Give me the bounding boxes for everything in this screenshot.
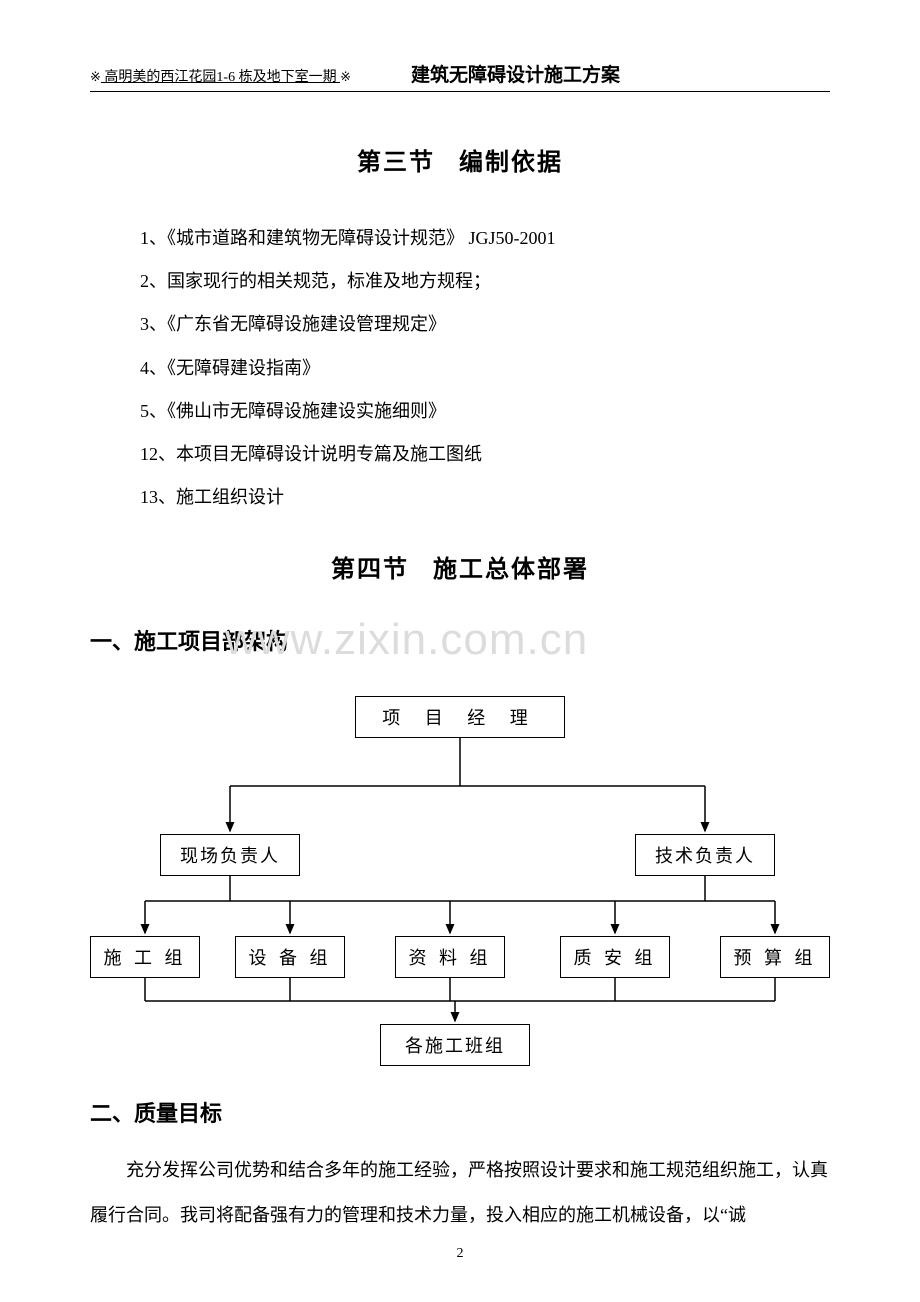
section3-title-p2: 编制依据 [459,149,563,176]
deco-right: ※ [340,69,351,84]
node-g2: 设 备 组 [235,936,345,978]
list-item: 5、《佛山市无障碍设施建设实施细则》 [140,390,830,433]
section4-title: 第四节施工总体部署 [90,549,830,584]
project-name: 高明美的西江花园1-6 栋及地下室一期 [101,70,340,85]
doc-title: 建筑无障碍设计施工方案 [411,60,620,87]
node-root: 项 目 经 理 [355,696,565,738]
list-item: 1、《城市道路和建筑物无障碍设计规范》 JGJ50-2001 [140,217,830,260]
page-header: ※ 高明美的西江花园1-6 栋及地下室一期 ※ 建筑无障碍设计施工方案 [90,60,830,92]
node-left: 现场负责人 [160,834,300,876]
node-g3: 资 料 组 [395,936,505,978]
list-item: 4、《无障碍建设指南》 [140,347,830,390]
node-g1: 施 工 组 [90,936,200,978]
node-bottom: 各施工班组 [380,1024,530,1066]
org-chart: 项 目 经 理 现场负责人 技术负责人 施 工 组 设 备 组 资 料 组 质 … [90,676,850,1066]
section3-title: 第三节编制依据 [90,142,830,177]
list-item: 13、施工组织设计 [140,476,830,519]
header-project: ※ 高明美的西江花园1-6 栋及地下室一期 ※ [90,66,351,86]
node-g4: 质 安 组 [560,936,670,978]
body-paragraph: 充分发挥公司优势和结合多年的施工经验，严格按照设计要求和施工规范组织施工，认真履… [90,1148,830,1238]
node-g5: 预 算 组 [720,936,830,978]
list-item: 3、《广东省无障碍设施建设管理规定》 [140,303,830,346]
section3-list: 1、《城市道路和建筑物无障碍设计规范》 JGJ50-2001 2、国家现行的相关… [140,217,830,519]
section4-title-p2: 施工总体部署 [433,556,589,583]
section3-title-p1: 第三节 [357,149,435,176]
list-item: 2、国家现行的相关规范，标准及地方规程； [140,260,830,303]
list-item: 12、本项目无障碍设计说明专篇及施工图纸 [140,433,830,476]
page-number: 2 [0,1246,920,1262]
node-right: 技术负责人 [635,834,775,876]
deco-left: ※ [90,69,101,84]
sub2-heading: 二、质量目标 [90,1096,830,1128]
section4-title-p1: 第四节 [331,556,409,583]
sub1-heading: 一、施工项目部架构 [90,624,830,656]
